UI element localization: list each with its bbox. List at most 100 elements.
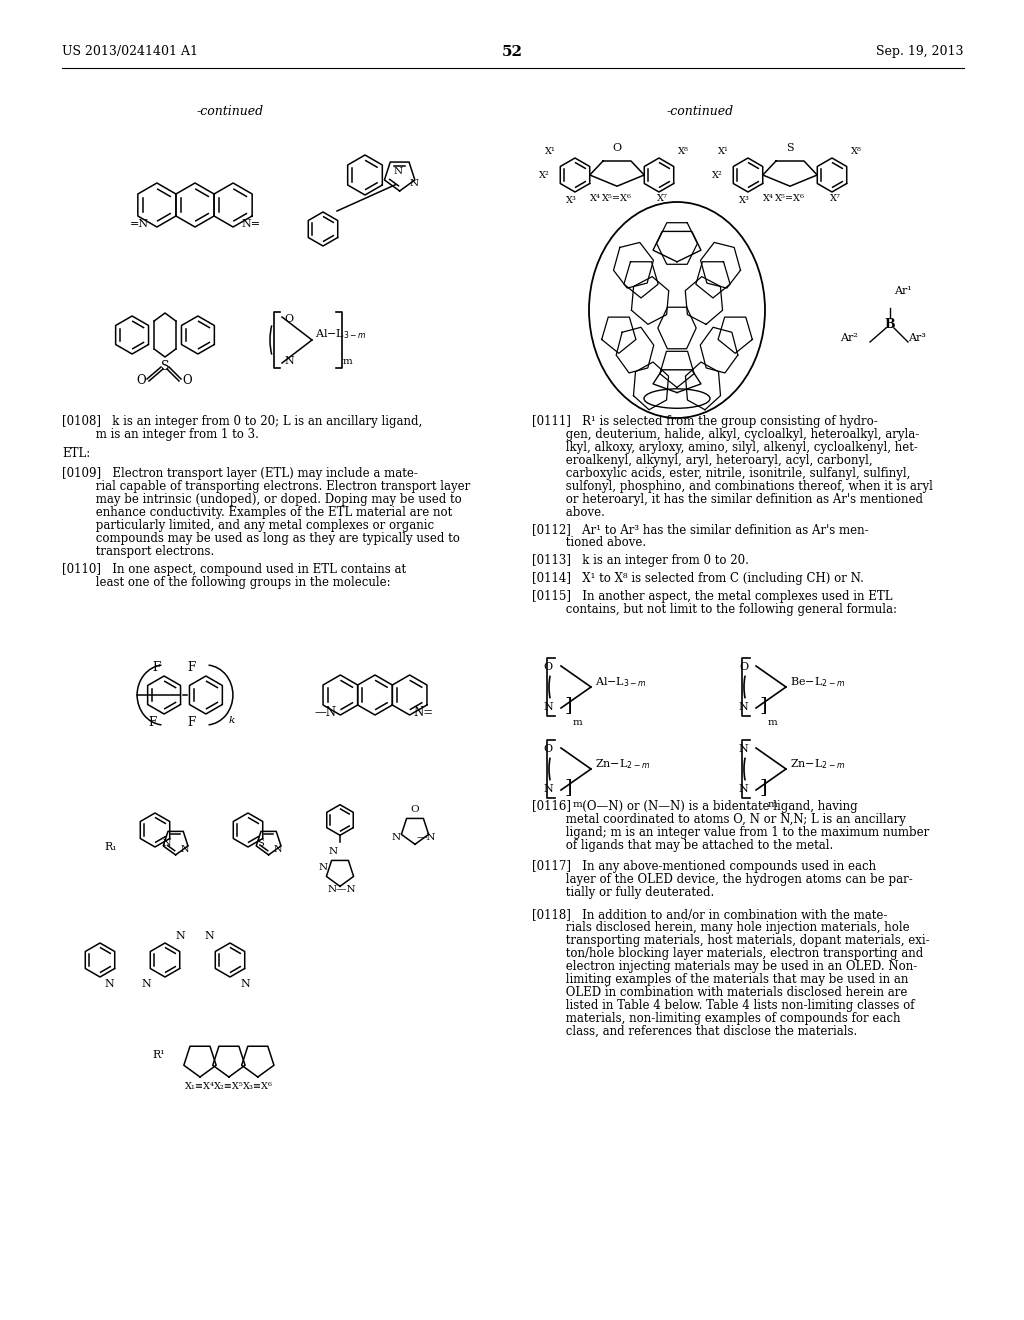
Text: -continued: -continued (197, 106, 263, 117)
Text: N: N (738, 702, 748, 711)
Text: N: N (141, 979, 151, 989)
Text: m: m (768, 800, 778, 809)
Text: m: m (573, 800, 583, 809)
Text: F: F (152, 661, 160, 675)
Text: carboxylic acids, ester, nitrile, isonitrile, sulfanyl, sulfinyl,: carboxylic acids, ester, nitrile, isonit… (532, 467, 910, 480)
Text: N: N (544, 784, 553, 795)
Text: N: N (738, 784, 748, 795)
Text: N: N (204, 931, 214, 941)
Text: lkyl, alkoxy, aryloxy, amino, silyl, alkenyl, cycloalkenyl, het-: lkyl, alkoxy, aryloxy, amino, silyl, alk… (532, 441, 918, 454)
Text: 52: 52 (502, 45, 522, 59)
Text: [0116]   (O—N) or (N—N) is a bidentate ligand, having: [0116] (O—N) or (N—N) is a bidentate lig… (532, 800, 858, 813)
Text: OLED in combination with materials disclosed herein are: OLED in combination with materials discl… (532, 986, 907, 999)
Text: O: O (544, 744, 553, 754)
Text: [0117]   In any above-mentioned compounds used in each: [0117] In any above-mentioned compounds … (532, 861, 877, 873)
Text: X⁷: X⁷ (657, 194, 668, 203)
Text: above.: above. (532, 506, 605, 519)
Text: O: O (544, 663, 553, 672)
Text: of ligands that may be attached to the metal.: of ligands that may be attached to the m… (532, 840, 834, 851)
Text: —N: —N (314, 706, 336, 719)
Text: [0113]   k is an integer from 0 to 20.: [0113] k is an integer from 0 to 20. (532, 554, 749, 568)
Text: O: O (739, 663, 748, 672)
Text: N: N (104, 979, 114, 989)
Text: S: S (161, 359, 169, 372)
Text: N: N (738, 744, 748, 754)
Text: [0111]   R¹ is selected from the group consisting of hydro-: [0111] R¹ is selected from the group con… (532, 414, 878, 428)
Text: electron injecting materials may be used in an OLED. Non-: electron injecting materials may be used… (532, 960, 918, 973)
Text: X⁵=X⁶: X⁵=X⁶ (602, 194, 632, 203)
Text: R₁: R₁ (104, 842, 117, 851)
Text: O: O (411, 805, 419, 813)
Text: S: S (257, 840, 263, 849)
Text: O: O (182, 375, 191, 388)
Text: X³: X³ (565, 195, 577, 205)
Text: gen, deuterium, halide, alkyl, cycloalkyl, heteroalkyl, aryla-: gen, deuterium, halide, alkyl, cycloalky… (532, 428, 920, 441)
Text: R¹: R¹ (153, 1049, 165, 1060)
Text: least one of the following groups in the molecule:: least one of the following groups in the… (62, 576, 390, 589)
Text: N: N (392, 833, 401, 842)
Text: N: N (284, 356, 294, 366)
Text: —N: —N (417, 833, 436, 842)
Text: [0114]   X¹ to X⁸ is selected from C (including CH) or N.: [0114] X¹ to X⁸ is selected from C (incl… (532, 572, 864, 585)
Text: Ar²: Ar² (840, 333, 858, 343)
Text: listed in Table 4 below. Table 4 lists non-limiting classes of: listed in Table 4 below. Table 4 lists n… (532, 999, 914, 1012)
Text: X⁴: X⁴ (590, 194, 601, 203)
Text: ]: ] (759, 696, 767, 714)
Text: =N: =N (130, 219, 148, 228)
Text: N=: N= (241, 219, 260, 228)
Text: m is an integer from 1 to 3.: m is an integer from 1 to 3. (62, 428, 259, 441)
Text: X¹: X¹ (545, 147, 556, 156)
Text: N: N (544, 702, 553, 711)
Text: [0112]   Ar¹ to Ar³ has the similar definition as Ar's men-: [0112] Ar¹ to Ar³ has the similar defini… (532, 523, 868, 536)
Text: enhance conductivity. Examples of the ETL material are not: enhance conductivity. Examples of the ET… (62, 506, 453, 519)
Text: US 2013/0241401 A1: US 2013/0241401 A1 (62, 45, 198, 58)
Text: Sep. 19, 2013: Sep. 19, 2013 (877, 45, 964, 58)
Text: ]: ] (564, 696, 571, 714)
Text: ETL:: ETL: (62, 447, 90, 459)
Text: may be intrinsic (undoped), or doped. Doping may be used to: may be intrinsic (undoped), or doped. Do… (62, 492, 462, 506)
Text: N: N (240, 979, 250, 989)
Text: F: F (187, 715, 196, 729)
Text: transporting materials, host materials, dopant materials, exi-: transporting materials, host materials, … (532, 935, 930, 946)
Text: m: m (573, 718, 583, 727)
Text: B: B (885, 318, 895, 330)
Text: tioned above.: tioned above. (532, 536, 646, 549)
Text: O: O (612, 143, 622, 153)
Text: N: N (318, 862, 328, 871)
Text: Be$-$L$_{2-m}$: Be$-$L$_{2-m}$ (790, 675, 845, 689)
Text: [0118]   In addition to and/or in combination with the mate-: [0118] In addition to and/or in combinat… (532, 908, 888, 921)
Text: rial capable of transporting electrons. Electron transport layer: rial capable of transporting electrons. … (62, 480, 470, 492)
Text: Ar³: Ar³ (908, 333, 926, 343)
Text: X⁸: X⁸ (851, 147, 862, 156)
Text: m: m (768, 718, 778, 727)
Text: Al$-$L$_{3-m}$: Al$-$L$_{3-m}$ (315, 327, 367, 341)
Text: X¹: X¹ (718, 147, 729, 156)
Text: ]: ] (759, 777, 767, 796)
Text: X⁷: X⁷ (830, 194, 841, 203)
Text: X²: X² (540, 170, 550, 180)
Text: N=: N= (414, 706, 434, 719)
Text: ton/hole blocking layer materials, electron transporting and: ton/hole blocking layer materials, elect… (532, 946, 924, 960)
Text: [0108]   k is an integer from 0 to 20; L is an ancillary ligand,: [0108] k is an integer from 0 to 20; L i… (62, 414, 422, 428)
Text: F: F (147, 715, 156, 729)
Text: X₃≡X⁶: X₃≡X⁶ (243, 1082, 272, 1092)
Text: [0109]   Electron transport layer (ETL) may include a mate-: [0109] Electron transport layer (ETL) ma… (62, 467, 418, 480)
Text: materials, non-limiting examples of compounds for each: materials, non-limiting examples of comp… (532, 1012, 900, 1026)
Text: sulfonyl, phosphino, and combinations thereof, when it is aryl: sulfonyl, phosphino, and combinations th… (532, 480, 933, 492)
Text: Zn$-$L$_{2-m}$: Zn$-$L$_{2-m}$ (790, 758, 845, 771)
Text: ligand; m is an integer value from 1 to the maximum number: ligand; m is an integer value from 1 to … (532, 826, 929, 840)
Text: -continued: -continued (667, 106, 733, 117)
Text: X³: X³ (738, 195, 750, 205)
Text: N: N (162, 840, 171, 849)
Text: transport electrons.: transport electrons. (62, 545, 214, 558)
Text: O: O (136, 375, 145, 388)
Text: [0115]   In another aspect, the metal complexes used in ETL: [0115] In another aspect, the metal comp… (532, 590, 893, 603)
Text: X⁸: X⁸ (678, 147, 689, 156)
Text: ]: ] (564, 777, 571, 796)
Text: m: m (343, 356, 352, 366)
Text: X⁵=X⁶: X⁵=X⁶ (775, 194, 805, 203)
Text: k: k (229, 715, 236, 725)
Text: particularly limited, and any metal complexes or organic: particularly limited, and any metal comp… (62, 519, 434, 532)
Text: F: F (187, 661, 196, 675)
Text: layer of the OLED device, the hydrogen atoms can be par-: layer of the OLED device, the hydrogen a… (532, 873, 912, 886)
